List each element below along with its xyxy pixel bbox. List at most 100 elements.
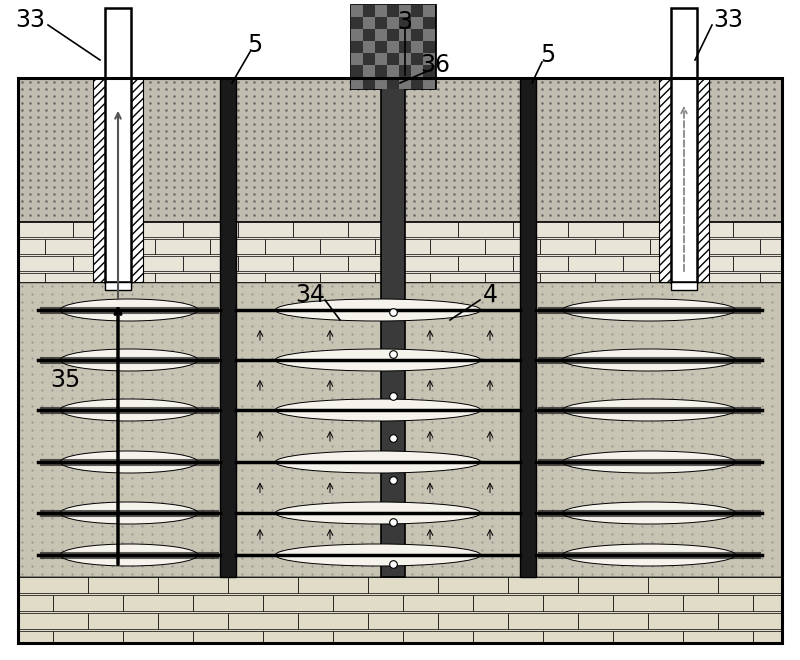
Ellipse shape	[60, 544, 198, 566]
Bar	[387, 41, 399, 53]
Bar	[458, 222, 513, 237]
Bar	[351, 5, 435, 88]
Bar	[18, 222, 782, 282]
Bar	[375, 273, 430, 282]
Bar	[387, 65, 399, 77]
Bar	[128, 256, 183, 271]
Bar	[18, 613, 88, 629]
Bar	[351, 17, 363, 29]
Bar	[399, 5, 411, 17]
Bar	[263, 595, 333, 611]
Bar	[333, 631, 403, 643]
Bar	[650, 239, 705, 254]
Bar	[513, 222, 568, 237]
Bar	[508, 613, 578, 629]
Bar	[131, 78, 143, 282]
Bar	[158, 577, 228, 593]
Bar	[411, 41, 423, 53]
Bar	[293, 222, 348, 237]
Bar	[411, 53, 423, 65]
Bar	[760, 273, 782, 282]
Bar	[473, 631, 543, 643]
Bar	[648, 613, 718, 629]
Bar	[595, 273, 650, 282]
Bar	[423, 17, 435, 29]
Bar	[403, 222, 458, 237]
Bar	[678, 256, 733, 271]
Bar	[333, 595, 403, 611]
Bar	[753, 595, 782, 611]
Ellipse shape	[562, 451, 735, 473]
Bar	[100, 273, 155, 282]
Ellipse shape	[60, 399, 198, 421]
Bar	[387, 53, 399, 65]
Bar	[155, 273, 210, 282]
Bar	[375, 239, 430, 254]
Bar	[123, 595, 193, 611]
Bar	[105, 8, 131, 282]
Bar	[659, 78, 671, 282]
Bar	[363, 41, 375, 53]
Bar	[18, 631, 53, 643]
Bar	[683, 595, 753, 611]
Bar	[718, 577, 782, 593]
Bar	[18, 78, 782, 643]
Bar	[210, 239, 265, 254]
Bar	[403, 631, 473, 643]
Bar	[387, 29, 399, 41]
Bar	[348, 256, 403, 271]
Text: 36: 36	[420, 53, 450, 77]
Bar	[375, 5, 387, 17]
Bar	[93, 78, 105, 282]
Bar	[18, 577, 88, 593]
Bar	[411, 5, 423, 17]
Bar	[320, 273, 375, 282]
Text: 33: 33	[713, 8, 743, 32]
Bar	[760, 239, 782, 254]
Bar	[438, 577, 508, 593]
Bar	[595, 239, 650, 254]
Bar	[18, 273, 45, 282]
Bar	[387, 17, 399, 29]
Bar	[363, 65, 375, 77]
Bar	[423, 77, 435, 89]
Bar	[705, 273, 760, 282]
Bar	[123, 631, 193, 643]
Bar	[648, 577, 718, 593]
Ellipse shape	[275, 451, 481, 473]
Bar	[705, 239, 760, 254]
Bar	[568, 256, 623, 271]
Bar	[613, 631, 683, 643]
Bar	[293, 256, 348, 271]
Bar	[733, 222, 782, 237]
Bar	[320, 239, 375, 254]
Bar	[351, 65, 363, 77]
Bar	[403, 595, 473, 611]
Bar	[411, 29, 423, 41]
Bar	[100, 239, 155, 254]
Bar	[363, 5, 375, 17]
Bar	[368, 577, 438, 593]
Ellipse shape	[60, 299, 198, 321]
Ellipse shape	[275, 349, 481, 371]
Bar	[411, 65, 423, 77]
Ellipse shape	[275, 299, 481, 321]
Bar	[18, 595, 53, 611]
Bar	[53, 595, 123, 611]
Ellipse shape	[562, 399, 735, 421]
Bar	[697, 78, 709, 282]
Bar	[351, 29, 363, 41]
Bar	[265, 273, 320, 282]
Bar	[238, 256, 293, 271]
Bar	[423, 29, 435, 41]
Bar	[540, 273, 595, 282]
Bar	[238, 222, 293, 237]
Bar	[73, 256, 128, 271]
Bar	[193, 595, 263, 611]
Bar	[753, 631, 782, 643]
Bar	[18, 577, 782, 643]
Bar	[568, 222, 623, 237]
Bar	[718, 613, 782, 629]
Ellipse shape	[275, 502, 481, 524]
Bar	[423, 53, 435, 65]
